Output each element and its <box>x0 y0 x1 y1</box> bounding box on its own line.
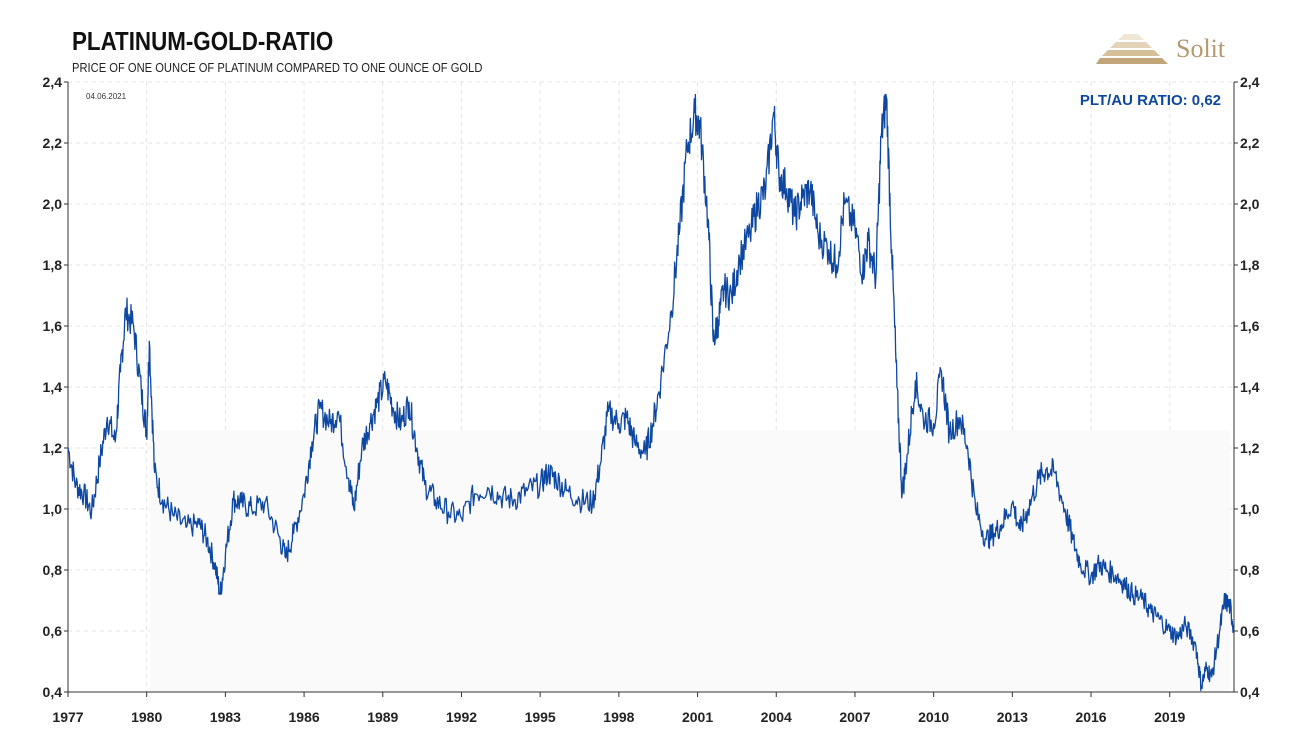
y-tick-label: 0,8 <box>43 562 63 578</box>
y-tick-label: 0,4 <box>1240 684 1260 700</box>
series-line-plt-au-ratio <box>67 93 1234 692</box>
y-tick-label: 1,8 <box>43 257 63 273</box>
x-tick-label: 2001 <box>682 709 713 725</box>
chart-background-shade <box>150 430 1230 692</box>
y-tick-label: 2,4 <box>43 74 63 90</box>
y-tick-label: 1,0 <box>43 501 63 517</box>
logo-text: Solit <box>1176 34 1226 63</box>
y-tick-label: 1,4 <box>1240 379 1260 395</box>
x-tick-label: 2004 <box>761 709 792 725</box>
x-tick-label: 2013 <box>997 709 1028 725</box>
x-tick-label: 1977 <box>52 709 83 725</box>
x-tick-label: 1986 <box>289 709 320 725</box>
x-tick-label: 2019 <box>1154 709 1185 725</box>
y-tick-label: 1,6 <box>43 318 63 334</box>
y-tick-label: 1,2 <box>43 440 63 456</box>
y-tick-label: 1,4 <box>43 379 63 395</box>
y-tick-label: 1,6 <box>1240 318 1260 334</box>
x-axis: 1977 1980 1983 1986 1989 1992 1995 1998 2001 2004… <box>52 692 1186 725</box>
data-date: 04.06.2021 <box>86 92 127 101</box>
y-tick-label: 2,0 <box>43 196 63 212</box>
x-tick-label: 1992 <box>446 709 477 725</box>
x-tick-label: 2007 <box>839 709 870 725</box>
y-tick-label: 0,4 <box>43 684 63 700</box>
x-tick-label: 1998 <box>603 709 634 725</box>
chart-title: PLATINUM-GOLD-RATIO <box>72 26 334 56</box>
y-tick-label: 2,4 <box>1240 74 1260 90</box>
y-tick-label: 1,8 <box>1240 257 1260 273</box>
chart-subtitle: PRICE OF ONE OUNCE OF PLATINUM COMPARED … <box>72 60 483 75</box>
y-tick-label: 1,0 <box>1240 501 1260 517</box>
y-tick-label: 1,2 <box>1240 440 1260 456</box>
y-tick-label: 0,8 <box>1240 562 1260 578</box>
y-tick-label: 0,6 <box>1240 623 1260 639</box>
y-tick-label: 0,6 <box>43 623 63 639</box>
x-tick-label: 1983 <box>210 709 241 725</box>
x-tick-label: 1989 <box>367 709 398 725</box>
pyramid-logo-icon <box>1096 34 1168 64</box>
x-tick-label: 2010 <box>918 709 949 725</box>
y-axis-left: 0,4 0,6 0,8 1,0 1,2 1,4 1,6 1,8 2,0 2,2 2,4 <box>43 74 68 700</box>
current-ratio-label: PLT/AU RATIO: 0,62 <box>1079 92 1221 109</box>
y-tick-label: 2,0 <box>1240 196 1260 212</box>
y-axis-right: 0,4 0,6 0,8 1,0 1,2 1,4 1,6 1,8 2,0 2,2 2,4 <box>1234 74 1260 700</box>
x-tick-label: 1995 <box>525 709 556 725</box>
x-tick-label: 2016 <box>1075 709 1106 725</box>
x-tick-label: 1980 <box>131 709 162 725</box>
y-tick-label: 2,2 <box>1240 135 1260 151</box>
y-tick-label: 2,2 <box>43 135 63 151</box>
